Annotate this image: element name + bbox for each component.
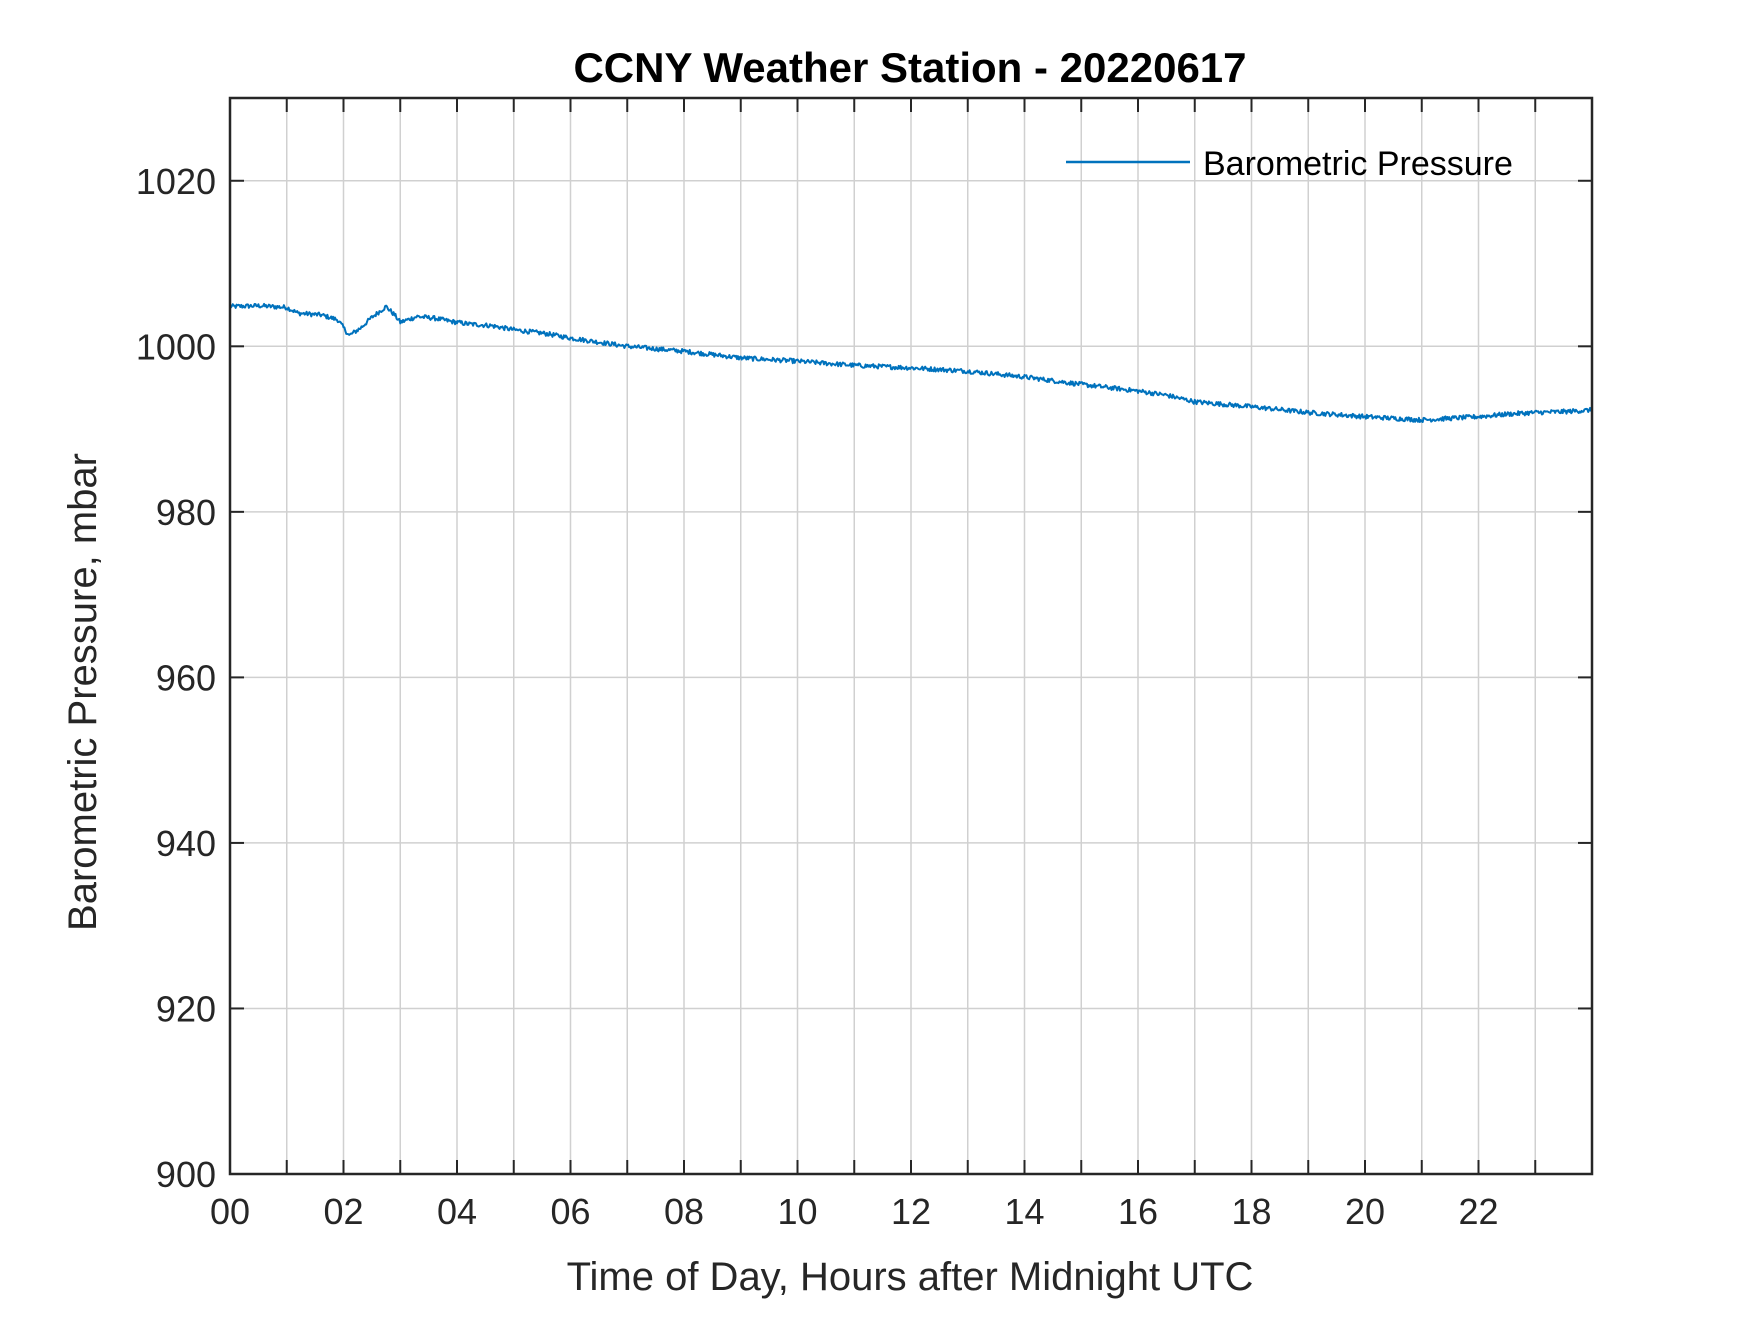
legend: Barometric Pressure [1066,145,1513,183]
y-tick-label: 1000 [136,326,216,367]
x-tick-label: 08 [664,1191,704,1232]
x-tick-label: 04 [437,1191,477,1232]
y-tick-label: 920 [156,988,216,1029]
series-line-barometric-pressure [229,302,1593,423]
x-tick-label: 00 [210,1191,250,1232]
chart-title: CCNY Weather Station - 20220617 [573,44,1246,91]
x-tick-label: 14 [1004,1191,1044,1232]
x-tick-label: 12 [891,1191,931,1232]
x-tick-label: 06 [550,1191,590,1232]
legend-label-barometric-pressure: Barometric Pressure [1203,145,1513,183]
y-tick-label: 1020 [136,161,216,202]
y-tick-label: 980 [156,492,216,533]
y-tick-label: 960 [156,657,216,698]
tick-marks [229,98,1592,1175]
x-tick-label: 22 [1458,1191,1498,1232]
x-tick-label: 16 [1118,1191,1158,1232]
x-tick-label: 10 [777,1191,817,1232]
x-tick-label: 20 [1345,1191,1385,1232]
y-axis-title: Barometric Pressure, mbar [61,453,105,931]
tick-labels: 00 02 04 06 08 10 12 14 16 18 20 22 900 920 940 960 980 1… [136,161,1499,1232]
x-tick-label: 18 [1231,1191,1271,1232]
x-axis-title: Time of Day, Hours after Midnight UTC [567,1255,1254,1299]
y-tick-label: 900 [156,1154,216,1195]
x-tick-label: 02 [323,1191,363,1232]
y-tick-label: 940 [156,823,216,864]
data-series [229,302,1593,423]
